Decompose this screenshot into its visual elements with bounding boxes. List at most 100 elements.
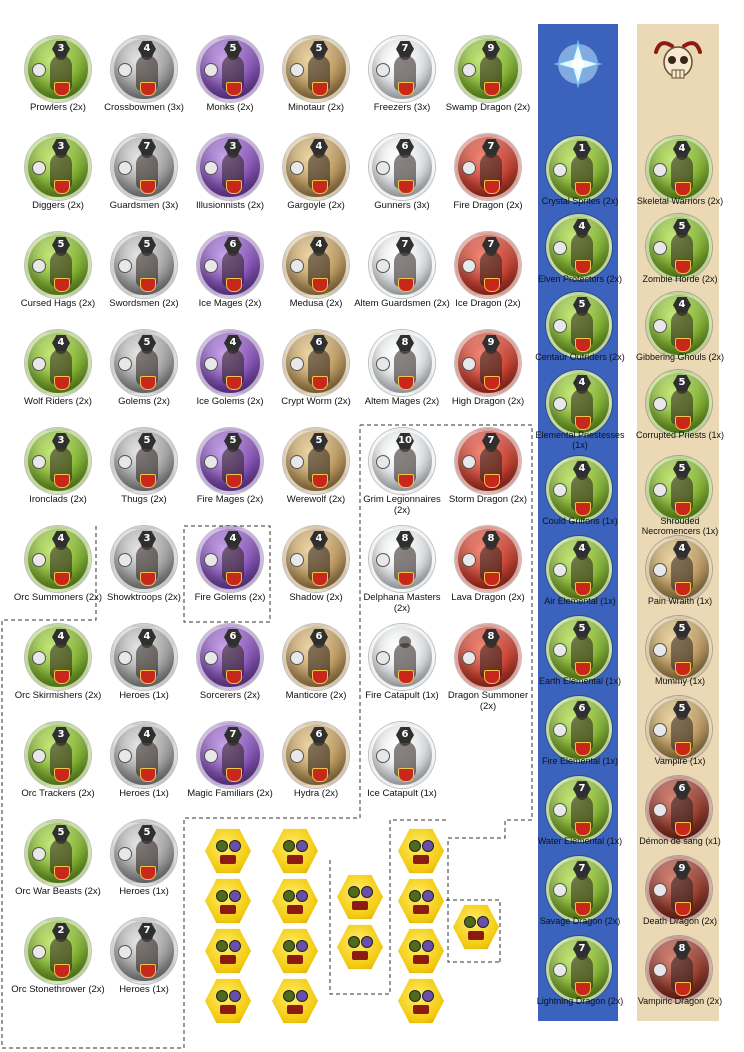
strength-value: 4: [52, 335, 70, 351]
unit-zombie-horde: 5 Zombie Horde (2x): [633, 214, 725, 312]
strength-value: 4: [138, 629, 156, 645]
unit-token: 5: [25, 820, 91, 886]
shield-icon: [226, 376, 242, 390]
unit-fire-golems: 4 Fire Golems (2x): [184, 526, 276, 624]
shield-icon: [575, 582, 591, 596]
unit-token: 5: [646, 456, 712, 522]
rank-icon: [462, 357, 476, 371]
shield-icon: [54, 474, 70, 488]
unit-token: 5: [283, 36, 349, 102]
unit-ice-catapult: 6 Ice Catapult (1x): [356, 722, 448, 820]
unit-label: Ice Catapult (1x): [367, 788, 437, 799]
rank-icon: [653, 163, 667, 177]
rank-icon: [653, 643, 667, 657]
card-banner-icon: [352, 951, 368, 960]
rank-icon: [32, 357, 46, 371]
unit-label: Delphana Masters (2x): [363, 592, 441, 614]
shield-icon: [484, 278, 500, 292]
shield-icon: [312, 82, 328, 96]
shield-icon: [575, 902, 591, 916]
shield-icon: [575, 182, 591, 196]
unit-token: 4: [197, 330, 263, 396]
strength-value: 5: [310, 433, 328, 449]
unit-token: 5: [646, 214, 712, 280]
unit-ice-dragon: 7 Ice Dragon (2x): [442, 232, 534, 330]
unit-werewolf: 5 Werewolf (2x): [270, 428, 362, 526]
strength-value: 7: [482, 139, 500, 155]
card-symbol-icon: [409, 890, 421, 902]
rank-icon: [376, 455, 390, 469]
unit-token: 8: [369, 330, 435, 396]
unit-heroes: 4 Heroes (1x): [98, 722, 190, 820]
rank-icon: [290, 161, 304, 175]
unit-token: 5: [546, 616, 612, 682]
card-banner-icon: [220, 955, 236, 964]
strength-value: 9: [482, 335, 500, 351]
unit-token: 7: [546, 936, 612, 1002]
strength-value: 4: [52, 531, 70, 547]
unit-label: Storm Dragon (2x): [448, 494, 528, 505]
unit-grim-legionnaires: 10 Grim Legionnaires (2x): [356, 428, 448, 526]
card-symbol-icon: [409, 940, 421, 952]
unit-lightning-dragon: 7 Lightning Dragon (2x): [533, 936, 625, 1034]
rank-icon: [204, 161, 218, 175]
unit-fire-elemental: 6 Fire Elemental (1x): [533, 696, 625, 794]
strength-value: 7: [482, 237, 500, 253]
card-symbol-icon: [229, 890, 241, 902]
unit-lava-dragon: 8 Lava Dragon (2x): [442, 526, 534, 624]
strength-value: 3: [52, 139, 70, 155]
unit-token: 4: [111, 36, 177, 102]
unit-token: 6: [369, 722, 435, 788]
strength-value: 4: [138, 727, 156, 743]
strength-value: 6: [310, 335, 328, 351]
rank-icon: [376, 553, 390, 567]
card-banner-icon: [413, 955, 429, 964]
strength-value: 7: [573, 861, 591, 877]
unit-fire-mages: 5 Fire Mages (2x): [184, 428, 276, 526]
strength-value: 4: [573, 541, 591, 557]
unit-label: Minotaur (2x): [288, 102, 344, 113]
unit-vampiric-dragon: 8 Vampiric Dragon (2x): [633, 936, 725, 1034]
rank-icon: [118, 161, 132, 175]
unit-token: 4: [283, 526, 349, 592]
shield-icon: [312, 572, 328, 586]
shield-icon: [398, 474, 414, 488]
shield-icon: [312, 670, 328, 684]
unit-label: Gargoyle (2x): [287, 200, 345, 211]
shield-icon: [312, 768, 328, 782]
unit-token: 10: [369, 428, 435, 494]
unit-label: Heroes (1x): [119, 788, 169, 799]
unit-fire-dragon: 7 Fire Dragon (2x): [442, 134, 534, 232]
strength-value: 4: [573, 219, 591, 235]
unit-token: 9: [455, 330, 521, 396]
rank-icon: [204, 553, 218, 567]
unit-token: 5: [111, 820, 177, 886]
shield-icon: [575, 742, 591, 756]
shield-icon: [140, 670, 156, 684]
rank-icon: [462, 455, 476, 469]
card-symbol-icon: [216, 840, 228, 852]
strength-value: 3: [138, 531, 156, 547]
shield-icon: [226, 82, 242, 96]
unit-shadow: 4 Shadow (2x): [270, 526, 362, 624]
unit-label: Centaur Outriders (2x): [535, 352, 625, 362]
card-banner-icon: [220, 855, 236, 864]
unit-label: Skeletal Warriors (2x): [636, 196, 724, 206]
rank-icon: [204, 357, 218, 371]
unit-label: Lightning Dragon (2x): [536, 996, 624, 1006]
strength-value: 7: [224, 727, 242, 743]
unit-token: 4: [283, 232, 349, 298]
unit-altem-guardsmen: 7 Altem Guardsmen (2x): [354, 232, 450, 330]
unit-elemental-priestesses: 4 Elemental Priestesses (1x): [533, 370, 625, 468]
card-symbol-icon: [422, 890, 434, 902]
unit-token: 5: [197, 36, 263, 102]
strength-value: 5: [573, 621, 591, 637]
rank-icon: [32, 455, 46, 469]
unit-label: Elven Protectors (2x): [537, 274, 623, 284]
shield-icon: [398, 768, 414, 782]
unit-token: 5: [646, 616, 712, 682]
unit-centaur-outriders: 5 Centaur Outriders (2x): [533, 292, 625, 390]
unit-corrupted-priests: 5 Corrupted Priests (1x): [633, 370, 725, 468]
strength-value: 8: [396, 531, 414, 547]
unit-label: Fire Elemental (1x): [541, 756, 619, 766]
